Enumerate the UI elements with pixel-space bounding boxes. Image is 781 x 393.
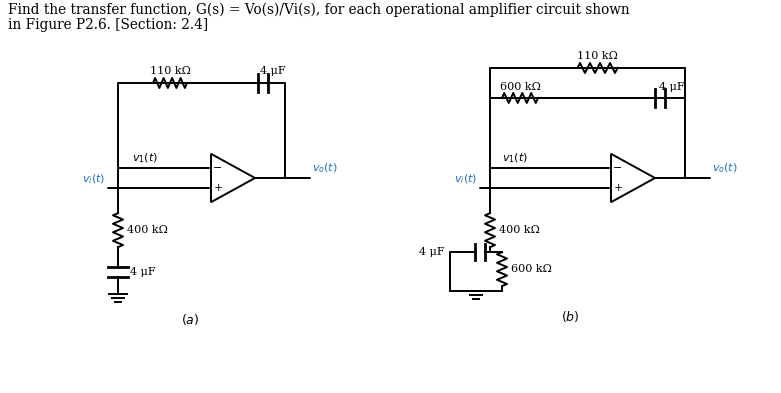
Text: 600 kΩ: 600 kΩ bbox=[511, 264, 552, 274]
Text: 400 kΩ: 400 kΩ bbox=[127, 225, 168, 235]
Text: 110 kΩ: 110 kΩ bbox=[577, 51, 618, 61]
Text: $(b)$: $(b)$ bbox=[561, 309, 580, 324]
Text: −: − bbox=[213, 163, 223, 173]
Text: 4 μF: 4 μF bbox=[419, 247, 445, 257]
Text: −: − bbox=[613, 163, 622, 173]
Text: in Figure P2.6. [Section: 2.4]: in Figure P2.6. [Section: 2.4] bbox=[8, 18, 208, 32]
Text: Find the transfer function, G(s) = Vo(s)/Vi(s), for each operational amplifier c: Find the transfer function, G(s) = Vo(s)… bbox=[8, 3, 629, 17]
Text: 400 kΩ: 400 kΩ bbox=[499, 225, 540, 235]
Text: $v_o(t)$: $v_o(t)$ bbox=[312, 162, 338, 175]
Text: $v_i(t)$: $v_i(t)$ bbox=[82, 173, 105, 186]
Text: $v_1(t)$: $v_1(t)$ bbox=[502, 151, 528, 165]
Text: +: + bbox=[213, 183, 223, 193]
Text: 4 μF: 4 μF bbox=[659, 82, 685, 92]
Text: 4 μF: 4 μF bbox=[130, 267, 155, 277]
Text: $v_o(t)$: $v_o(t)$ bbox=[712, 162, 738, 175]
Text: $v_1(t)$: $v_1(t)$ bbox=[132, 151, 158, 165]
Text: 4 μF: 4 μF bbox=[260, 66, 286, 76]
Text: $(a)$: $(a)$ bbox=[181, 312, 199, 327]
Text: 600 kΩ: 600 kΩ bbox=[500, 82, 540, 92]
Text: $v_i(t)$: $v_i(t)$ bbox=[454, 173, 477, 186]
Text: +: + bbox=[613, 183, 622, 193]
Text: 110 kΩ: 110 kΩ bbox=[150, 66, 191, 76]
